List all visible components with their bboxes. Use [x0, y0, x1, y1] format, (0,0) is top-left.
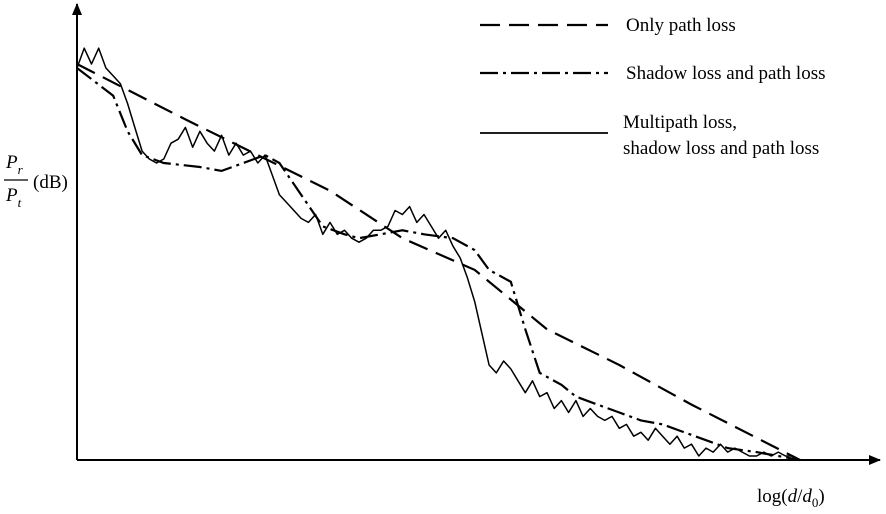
y-label-denominator-sub: t — [18, 195, 22, 210]
x-axis-label: log(d/d0) — [757, 486, 825, 510]
plot-area — [76, 47, 801, 462]
legend-label-line-1: Multipath loss, — [623, 112, 737, 133]
svg-text:Pt: Pt — [5, 185, 22, 210]
legend-label-only-path-loss: Only path loss — [626, 15, 736, 36]
legend-label-shadow-and-path-loss: Shadow loss and path loss — [626, 63, 826, 84]
svg-text:Pr: Pr — [5, 152, 24, 177]
y-label-numerator: P — [5, 152, 18, 173]
y-label-denominator: P — [5, 185, 18, 206]
series-line-shadow-and-path-loss — [76, 67, 801, 462]
y-axis-label: Pr Pt (dB) — [4, 152, 68, 210]
legend: Only path loss Shadow loss and path loss… — [480, 15, 826, 159]
y-label-unit: (dB) — [33, 172, 68, 193]
series-line-multipath-shadow-path-loss — [76, 47, 801, 461]
legend-label-multipath-shadow-path-loss: Multipath loss, shadow loss and path loss — [623, 112, 819, 159]
legend-label-line-2: shadow loss and path loss — [623, 138, 819, 159]
y-label-numerator-sub: r — [18, 162, 24, 177]
